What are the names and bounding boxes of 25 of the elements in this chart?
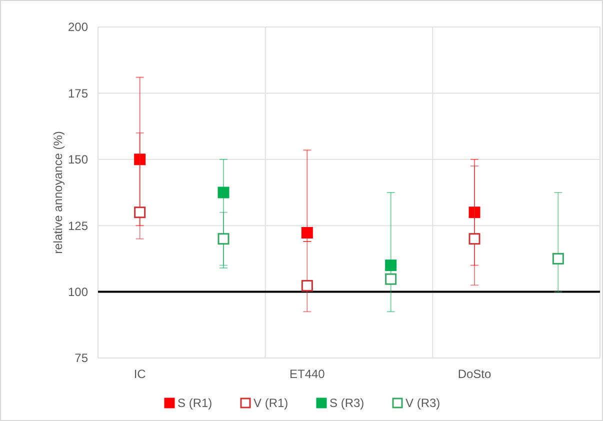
point	[301, 280, 313, 292]
point	[468, 233, 480, 245]
legend-label: S (R1)	[178, 396, 212, 410]
point	[218, 233, 230, 245]
y-tick-label: 150	[68, 152, 88, 167]
point	[134, 206, 146, 218]
point	[468, 206, 480, 218]
y-tick-label: 175	[68, 86, 88, 100]
legend-label: V (R1)	[254, 396, 288, 410]
point	[552, 252, 564, 264]
point	[218, 186, 230, 198]
point	[385, 260, 397, 272]
point	[385, 273, 397, 285]
legend-label: S (R3)	[330, 396, 364, 410]
x-tick-label: ET440	[289, 367, 326, 381]
y-tick-label: 125	[68, 218, 88, 233]
y-axis-title: relative annoyance (%)	[51, 131, 65, 254]
x-tick-label: IC	[134, 367, 146, 381]
y-tick-label: 200	[68, 20, 88, 34]
y-tick-label: 75	[74, 351, 88, 366]
legend-label: V (R3)	[406, 396, 440, 410]
point	[301, 227, 313, 238]
y-tick-label: 100	[68, 285, 88, 299]
x-tick-label: DoSto	[458, 367, 492, 381]
point	[134, 154, 146, 166]
